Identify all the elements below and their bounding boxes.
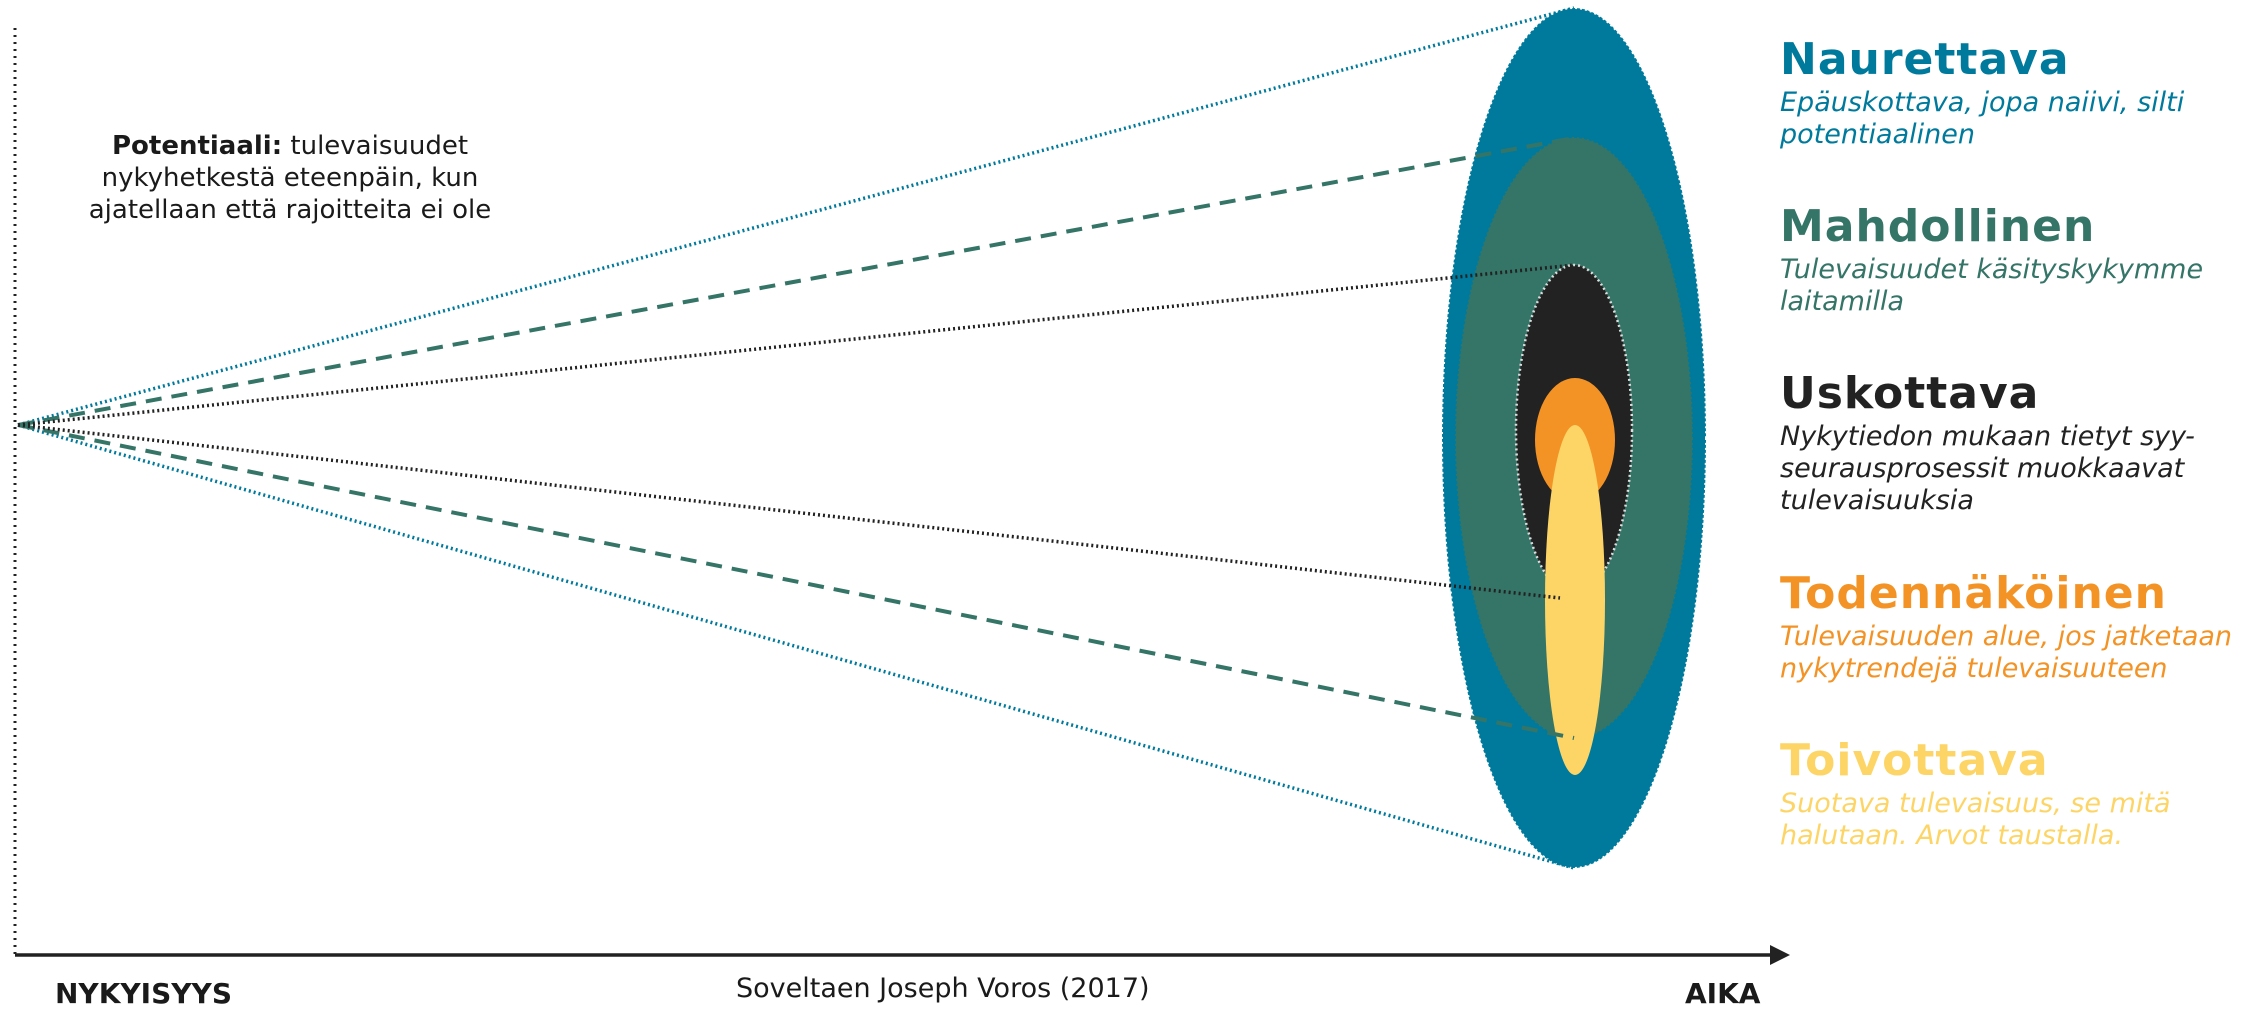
potential-note-line1: tulevaisuudet <box>282 131 469 161</box>
legend-title-probable: Todennäköinen <box>1780 568 2167 619</box>
preferable-ellipse <box>1545 425 1605 775</box>
legend-desc-preposterous: Epäuskottava, jopa naiivi, silti potenti… <box>1780 87 2185 150</box>
x-axis-arrowhead <box>1770 945 1790 965</box>
potential-note-bold: Potentiaali: <box>111 131 283 161</box>
legend-desc-possible: Tulevaisuudet käsityskykymme laitamilla <box>1780 254 2204 317</box>
cone-line-preposterous-bottom <box>17 423 1575 870</box>
legend-title-possible: Mahdollinen <box>1780 201 2096 252</box>
legend-title-plausible: Uskottava <box>1780 368 2040 419</box>
potential-note-line2: nykyhetkestä eteenpäin, kun <box>101 163 479 193</box>
cone-line-plausible-top <box>17 263 1575 427</box>
x-axis-start-label: NYKYISYYS <box>55 977 232 1010</box>
legend-desc-preferable: Suotava tulevaisuus, se mitä halutaan. A… <box>1780 788 2171 851</box>
cone-line-preposterous-top <box>17 6 1575 427</box>
cone-line-plausible-bottom <box>17 423 1561 600</box>
legend-desc-probable: Tulevaisuuden alue, jos jatketaan nykytr… <box>1780 621 2233 684</box>
cone-line-possible-bottom <box>17 423 1575 740</box>
source-credit: Soveltaen Joseph Voros (2017) <box>736 973 1150 1004</box>
cone-line-possible-top <box>17 136 1575 427</box>
legend-desc-plausible: Nykytiedon mukaan tietyt syy-seurauspros… <box>1780 421 2195 516</box>
x-axis-end-label: AIKA <box>1685 977 1761 1010</box>
legend-title-preposterous: Naurettava <box>1780 34 2070 85</box>
potential-note: Potentiaali: tulevaisuudet nykyhetkestä … <box>60 130 520 226</box>
potential-note-line3: ajatellaan että rajoitteita ei ole <box>88 195 492 225</box>
legend-title-preferable: Toivottava <box>1780 735 2049 786</box>
